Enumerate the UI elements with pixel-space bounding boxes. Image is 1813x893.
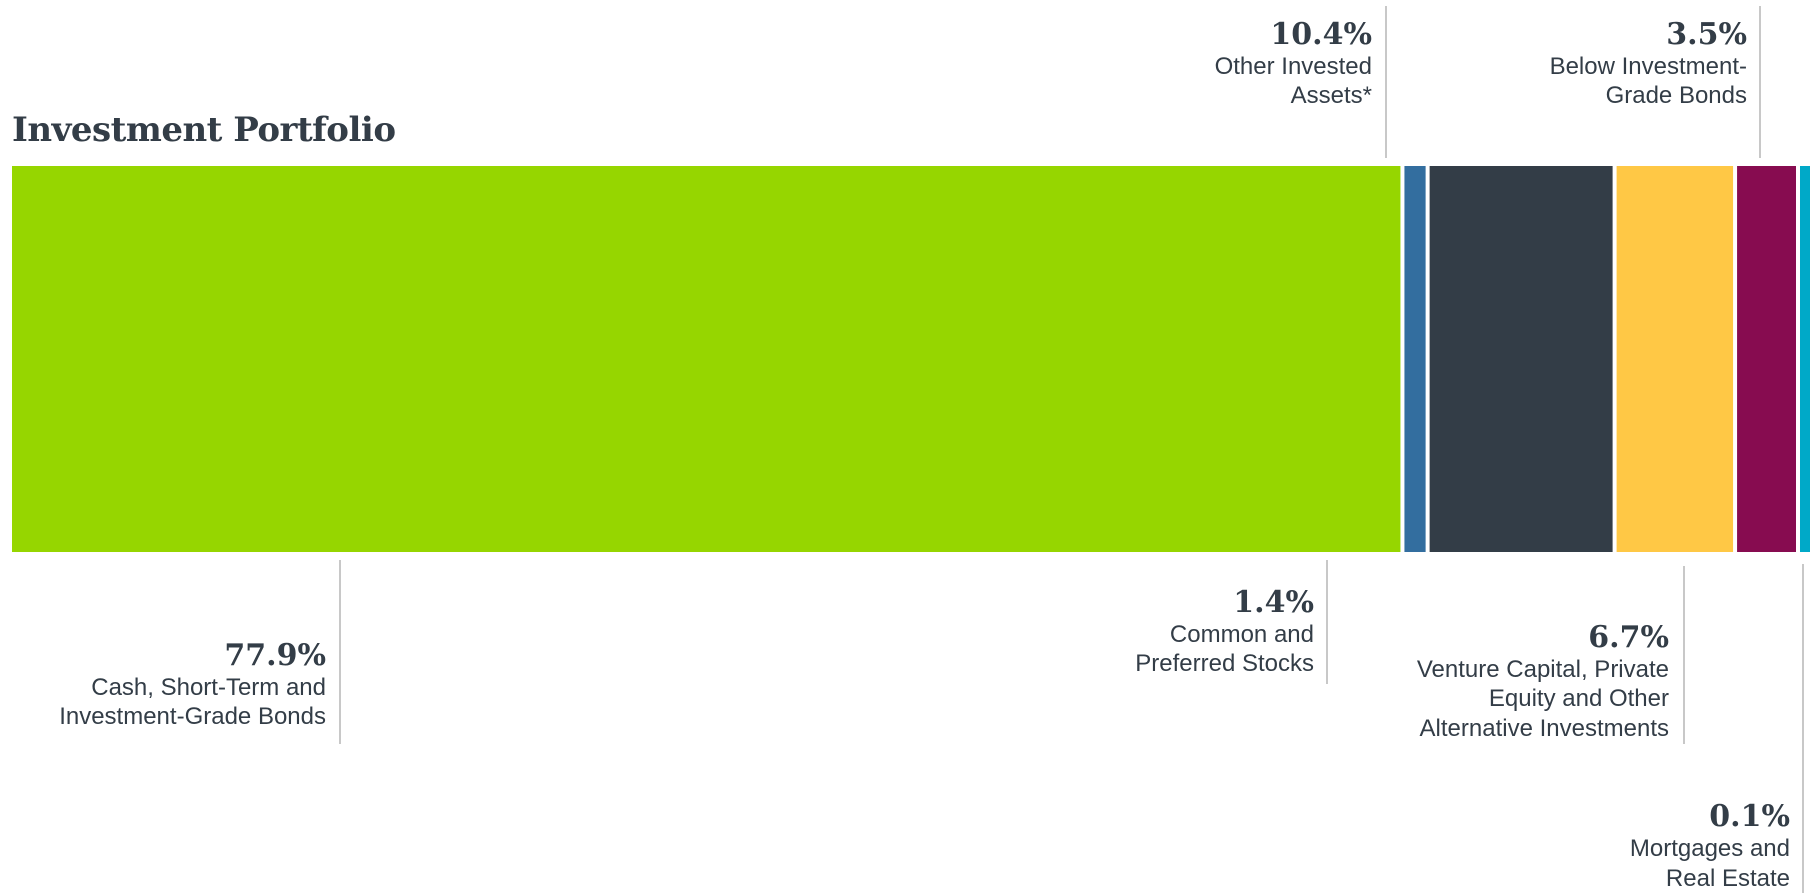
category-label-mortgages-line-2: Real Estate bbox=[1666, 865, 1790, 892]
bar-segment-stocks bbox=[1404, 166, 1426, 552]
annotation-mortgages: 0.1% Mortgages and Real Estate bbox=[1630, 564, 1804, 893]
value-label-below: 3.5% bbox=[1666, 17, 1747, 52]
value-label-mortgages: 0.1% bbox=[1709, 799, 1790, 834]
value-label-cash: 77.9% bbox=[224, 638, 326, 673]
category-label-cash-line-1: Cash, Short-Term and bbox=[91, 674, 326, 701]
category-label-venture-line-1: Venture Capital, Private bbox=[1417, 656, 1669, 683]
annotation-stocks: 1.4% Common and Preferred Stocks bbox=[1135, 560, 1328, 684]
bar-segment-other-invested-assets bbox=[1429, 166, 1613, 552]
category-label-below-line-2: Grade Bonds bbox=[1606, 82, 1747, 109]
category-label-venture-line-3: Alternative Investments bbox=[1420, 715, 1669, 742]
annotation-other-invested-assets: 10.4% Other Invested Assets* bbox=[1215, 6, 1387, 158]
annotation-below-investment-grade: 3.5% Below Investment- Grade Bonds bbox=[1550, 6, 1761, 158]
chart-title: Investment Portfolio bbox=[12, 110, 396, 150]
category-label-venture-line-2: Equity and Other bbox=[1489, 685, 1669, 712]
category-label-other-line-1: Other Invested bbox=[1215, 53, 1372, 80]
category-label-cash-line-2: Investment-Grade Bonds bbox=[59, 703, 326, 730]
category-label-stocks-line-2: Preferred Stocks bbox=[1135, 650, 1314, 677]
annotation-cash: 77.9% Cash, Short-Term and Investment-Gr… bbox=[59, 560, 341, 744]
category-label-mortgages-line-1: Mortgages and bbox=[1630, 835, 1790, 862]
category-label-stocks-line-1: Common and bbox=[1170, 621, 1314, 648]
bar-segment-below-investment-grade bbox=[1737, 166, 1796, 552]
bar-segments bbox=[12, 166, 1810, 552]
category-label-below-line-1: Below Investment- bbox=[1550, 53, 1747, 80]
bar-segment-mortgages bbox=[1800, 166, 1810, 552]
annotation-venture-capital: 6.7% Venture Capital, Private Equity and… bbox=[1417, 566, 1685, 744]
bar-segment-cash bbox=[12, 166, 1401, 552]
bar-segment-venture-capital bbox=[1616, 166, 1734, 552]
value-label-other: 10.4% bbox=[1270, 17, 1372, 52]
value-label-venture: 6.7% bbox=[1588, 620, 1669, 655]
value-label-stocks: 1.4% bbox=[1233, 585, 1314, 620]
category-label-other-line-2: Assets* bbox=[1291, 82, 1372, 109]
